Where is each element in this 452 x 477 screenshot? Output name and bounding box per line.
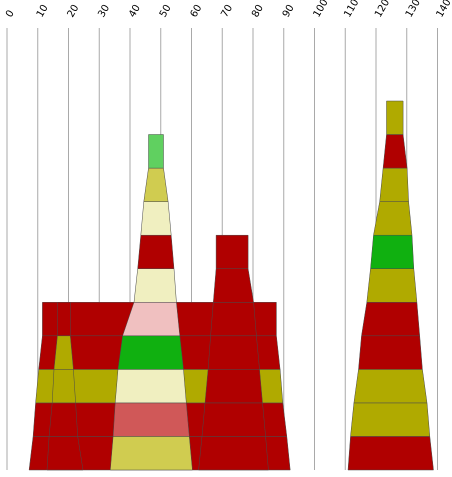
stack-5-layer-5 [361,302,420,337]
x-tick-label: 110 [342,0,361,20]
stack-2-layer-4 [53,335,74,370]
stack-3-layer-8 [140,201,172,236]
x-tick-label: 20 [66,3,82,20]
x-tick-label: 140 [435,0,452,20]
stack-2-layer-2 [48,402,78,437]
x-tick-label: 10 [35,3,51,20]
x-tick-label: 130 [404,0,423,20]
x-tick-label: 30 [96,3,112,20]
stack-3-layer-3 [114,369,187,404]
x-tick-label: 120 [373,0,392,20]
x-tick-label: 40 [127,3,143,20]
stack-3-layer-6 [133,268,177,303]
x-tick-label: 50 [158,3,174,20]
stack-3-layer-1 [110,436,193,471]
stacked-shapes [28,100,434,471]
stack-2-layer-1 [46,436,84,471]
stack-3-layer-2 [112,402,190,437]
stack-4-layer-5 [210,302,257,337]
stack-2-layer-5 [57,302,71,337]
x-tick-labels: 0 10 20 30 40 50 60 70 80 90 100 110 120 130 140 [4,0,452,20]
stack-2 [46,302,84,471]
stack-5-layer-4 [358,335,423,370]
stack-4 [198,234,269,471]
stack-5-layer-6 [366,268,418,303]
stack-5-layer-8 [373,201,413,236]
stack-4-layer-7 [215,234,249,269]
stack-3-layer-7 [137,234,175,269]
stack-3-layer-4 [117,335,184,370]
stack-5-layer-3 [353,369,428,404]
stack-2-layer-3 [51,369,76,404]
stack-5-layer-9 [379,167,409,202]
x-tick-label: 100 [312,0,331,20]
x-tick-label: 70 [219,3,235,20]
stack-5-layer-11 [386,100,404,135]
stack-4-layer-3 [204,369,263,404]
stack-5-layer-10 [382,134,408,169]
stack-5 [347,100,434,471]
stack-4-layer-6 [213,268,254,303]
stack-5-layer-7 [370,234,415,269]
stack-4-layer-4 [207,335,260,370]
x-tick-label: 0 [4,8,17,19]
stack-3 [110,134,193,471]
stack-4-layer-2 [201,402,266,437]
stack-4-layer-1 [198,436,269,471]
x-tick-label: 90 [281,3,297,20]
x-tick-label: 80 [250,3,266,20]
stack-3-layer-9 [143,167,169,202]
stack-5-layer-2 [350,402,431,437]
x-tick-label: 60 [189,3,205,20]
stack-3-layer-10 [148,134,164,169]
stack-5-layer-1 [347,436,434,471]
